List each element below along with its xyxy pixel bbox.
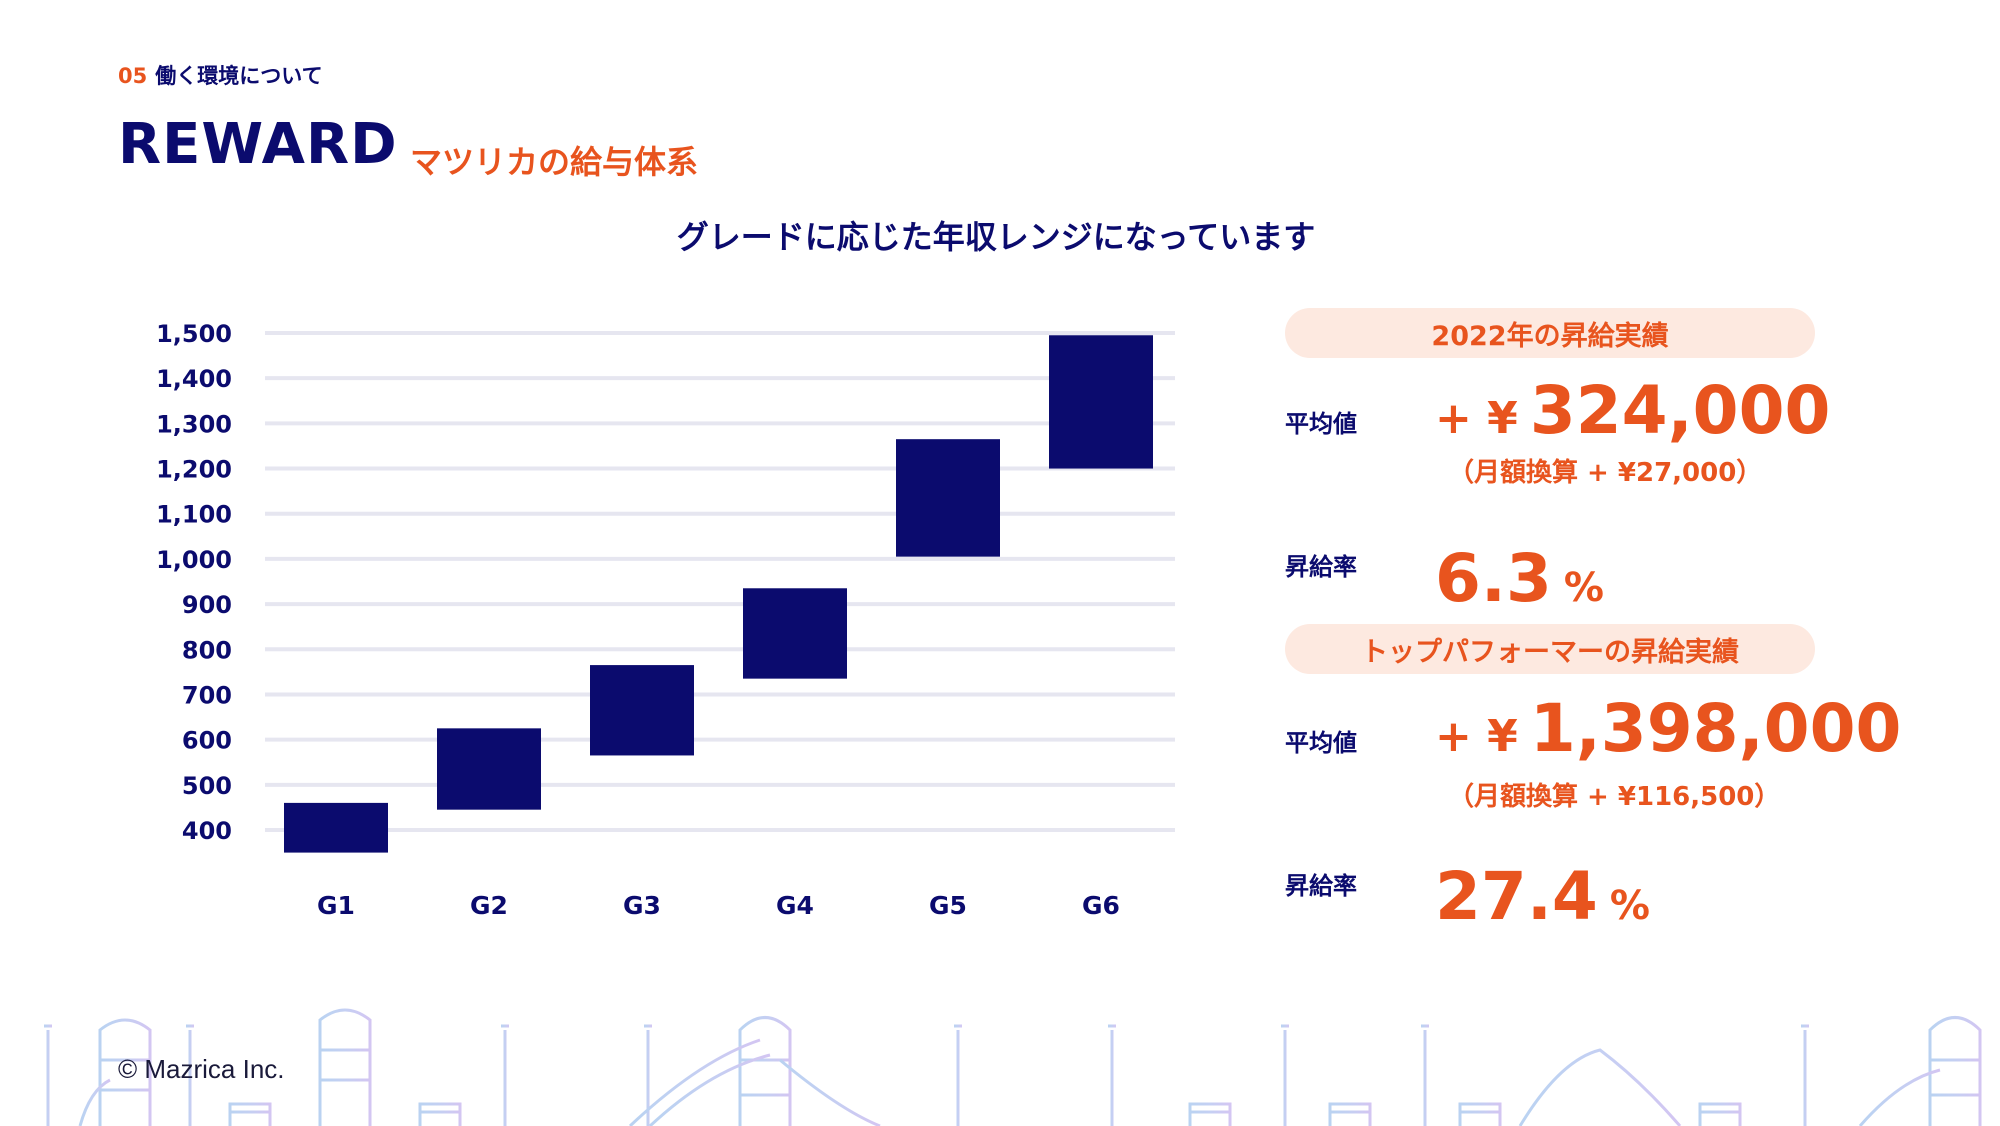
range-bar-g5 — [896, 439, 1000, 557]
raise-rate-number: 6.3 — [1435, 540, 1552, 617]
average-raise-value: + ¥1,398,000 — [1435, 690, 1901, 767]
monthly-equivalent-note: （月額換算 + ¥116,500） — [1448, 782, 1781, 812]
x-tick-label: G3 — [623, 891, 661, 920]
chart-headline: グレードに応じた年収レンジになっています — [0, 212, 2000, 258]
chart-headline-text: グレードに応じた年収レンジになっています — [676, 218, 1316, 256]
y-tick-label: 900 — [182, 591, 232, 619]
x-tick-label: G6 — [1082, 891, 1120, 920]
section-name: 働く環境について — [155, 64, 323, 88]
y-tick-label: 500 — [182, 772, 232, 800]
percent-unit: % — [1563, 565, 1604, 611]
section-label: 05 働く環境について — [118, 60, 323, 90]
playground-skyline-decoration — [44, 1008, 1982, 1126]
y-tick-label: 1,100 — [156, 501, 232, 529]
raise-rate-label: 昇給率 — [1285, 872, 1357, 900]
section-number: 05 — [118, 64, 148, 88]
average-label: 平均値 — [1285, 729, 1357, 757]
y-tick-label: 1,300 — [156, 410, 232, 438]
average-amount: 1,398,000 — [1529, 690, 1902, 767]
x-tick-label: G2 — [470, 891, 508, 920]
range-bar-g1 — [284, 802, 388, 853]
raise-rate-value: 27.4% — [1435, 858, 1650, 935]
average-raise-value: + ¥324,000 — [1435, 372, 1830, 449]
y-tick-label: 600 — [182, 727, 232, 755]
average-amount: 324,000 — [1529, 372, 1831, 449]
page-subtitle: マツリカの給与体系 — [410, 143, 699, 181]
range-bar-g2 — [437, 728, 541, 810]
x-tick-label: G5 — [929, 891, 967, 920]
currency-prefix: + ¥ — [1435, 393, 1518, 444]
y-tick-label: 700 — [182, 681, 232, 709]
y-tick-label: 1,400 — [156, 365, 232, 393]
salary-range-chart: 400 500 600 700 800 900 1,000 1,100 1,200 1,300 1,… — [156, 320, 1175, 920]
currency-prefix: + ¥ — [1435, 711, 1518, 762]
y-tick-label: 800 — [182, 636, 232, 664]
percent-unit: % — [1609, 883, 1650, 929]
y-tick-label: 1,000 — [156, 546, 232, 574]
raise-rate-label: 昇給率 — [1285, 553, 1357, 581]
range-bar-g3 — [590, 665, 694, 756]
average-label: 平均値 — [1285, 410, 1357, 438]
x-tick-label: G4 — [776, 891, 814, 920]
page-title: REWARD — [118, 112, 398, 177]
copyright: © Mazrica Inc. — [118, 1054, 285, 1084]
raise-rate-number: 27.4 — [1435, 858, 1598, 935]
raise-2022-pill: 2022年の昇給実績 — [1285, 308, 1815, 358]
x-tick-label: G1 — [317, 891, 355, 920]
raise-rate-value: 6.3% — [1435, 540, 1604, 617]
monthly-equivalent-note: （月額換算 + ¥27,000） — [1448, 458, 1763, 488]
y-tick-label: 1,500 — [156, 320, 232, 348]
top-performer-pill: トップパフォーマーの昇給実績 — [1285, 624, 1815, 674]
range-bar-g6 — [1049, 335, 1153, 469]
y-tick-label: 1,200 — [156, 456, 232, 484]
y-tick-label: 400 — [182, 817, 232, 845]
range-bar-g4 — [743, 588, 847, 679]
